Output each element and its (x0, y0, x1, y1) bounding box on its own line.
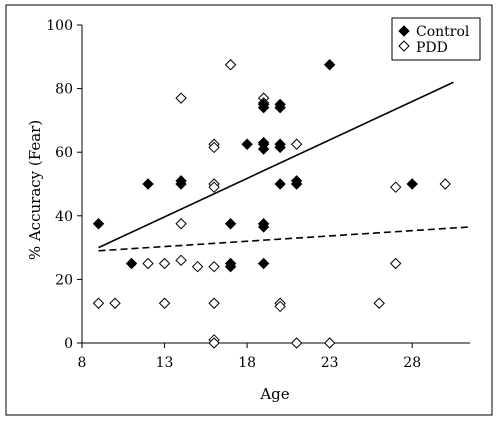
data-point-control (257, 136, 270, 149)
data-point-control (257, 143, 270, 155)
data-point-control (406, 178, 418, 190)
data-point-control (274, 178, 286, 190)
data-point-control (224, 218, 237, 230)
data-point-control (125, 257, 138, 270)
data-point-control (274, 101, 286, 114)
data-point-pdd (439, 178, 451, 190)
data-point-control (257, 257, 270, 270)
y-tick-label: 40 (55, 209, 73, 225)
trendline-pdd (98, 226, 471, 252)
data-point-pdd (208, 181, 220, 193)
data-point-pdd (191, 260, 204, 273)
x-tick-label: 13 (156, 355, 174, 371)
data-point-pdd (142, 257, 154, 270)
data-point-pdd (109, 297, 121, 309)
data-point-pdd (290, 138, 303, 150)
data-point-pdd (208, 260, 220, 273)
data-point-pdd (175, 92, 187, 104)
y-tick-label: 20 (55, 272, 73, 288)
y-axis-title: % Accuracy (Fear) (26, 120, 44, 260)
y-tick-label: 60 (55, 145, 73, 161)
data-point-control (257, 221, 270, 233)
data-point-control (92, 218, 105, 230)
legend: Control PDD (391, 17, 481, 61)
data-point-pdd (224, 59, 237, 71)
x-tick-label: 23 (321, 355, 339, 371)
data-point-control (241, 138, 253, 150)
data-point-pdd (389, 257, 402, 270)
legend-box (391, 17, 481, 61)
y-tick-label: 80 (55, 82, 73, 98)
data-point-pdd (208, 141, 220, 154)
legend-label-control: Control (416, 24, 470, 40)
data-point-pdd (175, 218, 187, 230)
outer-frame (5, 4, 493, 416)
data-point-control (257, 101, 270, 114)
data-point-control (224, 260, 237, 273)
data-point-pdd (158, 257, 171, 270)
y-tick-label: 100 (46, 18, 73, 34)
data-point-pdd (373, 297, 385, 309)
data-point-pdd (389, 181, 402, 193)
data-point-control (323, 59, 336, 71)
data-point-control (290, 175, 303, 187)
y-tick-label: 0 (64, 336, 73, 352)
data-point-control (175, 175, 187, 187)
data-point-control (142, 178, 154, 190)
x-axis-title: Age (259, 385, 289, 403)
legend-marker-control (398, 25, 410, 37)
data-point-pdd (208, 297, 220, 309)
x-tick-label: 28 (403, 355, 421, 371)
x-tick-label: 18 (238, 355, 256, 371)
data-point-pdd (175, 254, 187, 267)
x-tick-label: 8 (78, 355, 87, 371)
data-point-pdd (158, 297, 171, 309)
data-point-pdd (208, 337, 220, 349)
legend-label-pdd: PDD (416, 40, 448, 56)
legend-marker-pdd (398, 40, 410, 52)
data-point-pdd (290, 337, 303, 349)
data-point-control (274, 141, 286, 154)
plot-area: 0 20 40 60 80 100 8 13 18 23 28 (46, 18, 471, 371)
data-point-pdd (92, 297, 105, 309)
data-point-pdd (274, 300, 286, 313)
trendline-control (98, 81, 454, 249)
data-point-pdd (323, 337, 336, 349)
